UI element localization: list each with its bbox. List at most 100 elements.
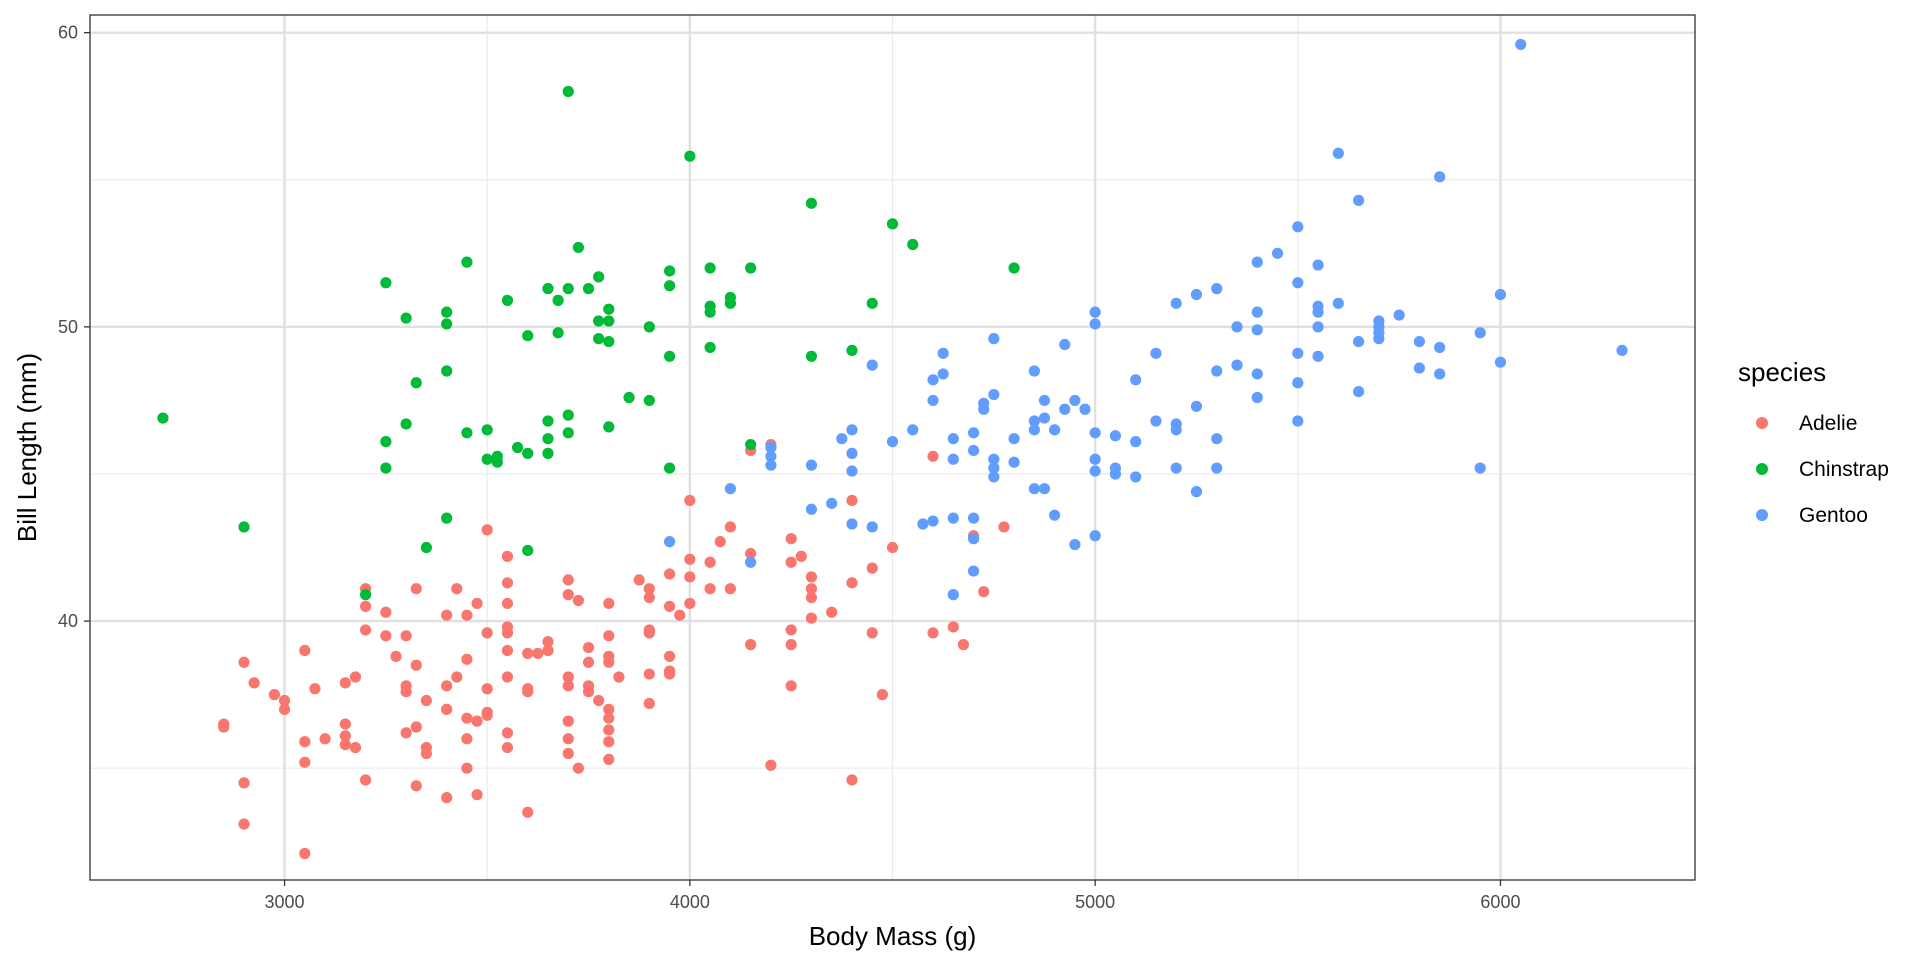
data-point-gentoo bbox=[1089, 427, 1101, 439]
data-point-gentoo bbox=[1130, 374, 1142, 386]
data-point-adelie bbox=[248, 677, 260, 689]
data-point-gentoo bbox=[1231, 321, 1243, 333]
legend-key-chinstrap bbox=[1756, 463, 1768, 475]
data-point-gentoo bbox=[967, 427, 980, 439]
data-point-adelie bbox=[998, 521, 1010, 533]
data-point-gentoo bbox=[907, 424, 919, 436]
data-point-adelie bbox=[572, 594, 584, 607]
data-point-gentoo bbox=[866, 521, 878, 533]
data-point-adelie bbox=[674, 609, 686, 621]
data-point-chinstrap bbox=[380, 462, 392, 474]
data-point-gentoo bbox=[1332, 297, 1344, 309]
data-point-gentoo bbox=[1292, 347, 1304, 359]
data-point-adelie bbox=[400, 630, 412, 642]
data-point-chinstrap bbox=[684, 150, 696, 162]
data-point-adelie bbox=[461, 712, 473, 724]
data-point-adelie bbox=[501, 627, 514, 639]
data-point-chinstrap bbox=[623, 391, 635, 404]
data-point-gentoo bbox=[978, 403, 990, 415]
data-point-chinstrap bbox=[157, 412, 169, 424]
data-point-gentoo bbox=[1352, 194, 1365, 206]
data-point-adelie bbox=[349, 742, 362, 754]
legend-title: species bbox=[1738, 357, 1826, 387]
data-point-adelie bbox=[603, 597, 615, 610]
data-point-gentoo bbox=[1211, 283, 1223, 295]
data-point-chinstrap bbox=[663, 280, 676, 292]
data-point-adelie bbox=[360, 774, 372, 786]
data-point-gentoo bbox=[1312, 350, 1324, 362]
data-point-gentoo bbox=[1312, 321, 1324, 333]
data-point-gentoo bbox=[1150, 415, 1162, 427]
data-point-adelie bbox=[927, 627, 939, 639]
data-point-adelie bbox=[785, 639, 797, 651]
data-point-adelie bbox=[562, 715, 574, 727]
data-point-adelie bbox=[380, 606, 392, 618]
data-point-gentoo bbox=[1038, 483, 1051, 495]
data-point-adelie bbox=[299, 736, 311, 748]
data-point-gentoo bbox=[1292, 221, 1304, 233]
data-point-adelie bbox=[339, 677, 351, 689]
data-point-chinstrap bbox=[410, 377, 422, 389]
data-point-gentoo bbox=[1109, 430, 1122, 442]
data-point-adelie bbox=[957, 639, 970, 651]
data-point-gentoo bbox=[805, 459, 818, 471]
data-point-adelie bbox=[461, 609, 473, 621]
data-point-chinstrap bbox=[886, 218, 899, 230]
data-point-adelie bbox=[319, 733, 331, 745]
data-point-chinstrap bbox=[562, 283, 574, 295]
data-point-gentoo bbox=[1028, 424, 1040, 436]
data-point-adelie bbox=[542, 636, 554, 648]
data-point-adelie bbox=[501, 550, 514, 562]
data-point-adelie bbox=[643, 591, 655, 604]
data-point-adelie bbox=[451, 671, 463, 683]
data-point-gentoo bbox=[947, 453, 959, 465]
data-point-chinstrap bbox=[481, 453, 493, 465]
data-point-adelie bbox=[704, 583, 716, 595]
data-point-adelie bbox=[805, 571, 818, 583]
data-point-adelie bbox=[461, 762, 473, 774]
data-point-adelie bbox=[400, 727, 412, 739]
data-point-adelie bbox=[420, 747, 433, 760]
x-tick-label: 4000 bbox=[670, 892, 710, 912]
data-point-adelie bbox=[299, 644, 311, 657]
data-point-gentoo bbox=[1393, 309, 1405, 321]
data-point-adelie bbox=[360, 600, 372, 612]
data-point-chinstrap bbox=[501, 294, 514, 306]
data-point-gentoo bbox=[1079, 403, 1091, 415]
data-point-chinstrap bbox=[542, 415, 554, 427]
data-point-chinstrap bbox=[745, 262, 757, 274]
data-point-chinstrap bbox=[663, 265, 676, 277]
data-point-adelie bbox=[481, 627, 493, 639]
data-point-adelie bbox=[582, 656, 595, 668]
data-point-chinstrap bbox=[846, 344, 858, 357]
data-point-adelie bbox=[278, 703, 291, 715]
data-point-adelie bbox=[461, 653, 473, 665]
data-point-gentoo bbox=[947, 512, 959, 524]
data-point-gentoo bbox=[1494, 288, 1507, 301]
data-point-adelie bbox=[663, 568, 676, 580]
data-point-adelie bbox=[562, 574, 574, 586]
data-point-chinstrap bbox=[481, 424, 493, 436]
data-point-adelie bbox=[978, 586, 990, 598]
data-point-chinstrap bbox=[572, 241, 584, 254]
data-point-adelie bbox=[522, 686, 534, 698]
data-point-gentoo bbox=[927, 374, 939, 386]
data-point-adelie bbox=[684, 494, 696, 507]
data-point-adelie bbox=[663, 668, 676, 680]
data-point-gentoo bbox=[846, 518, 858, 530]
x-axis-title: Body Mass (g) bbox=[809, 921, 977, 951]
data-point-gentoo bbox=[947, 589, 959, 601]
data-point-gentoo bbox=[1130, 436, 1142, 448]
data-point-gentoo bbox=[967, 533, 980, 545]
data-point-chinstrap bbox=[603, 315, 615, 327]
data-point-chinstrap bbox=[582, 283, 595, 295]
data-point-gentoo bbox=[1038, 412, 1051, 424]
data-point-adelie bbox=[633, 574, 645, 586]
data-point-chinstrap bbox=[907, 238, 919, 251]
data-point-gentoo bbox=[1049, 509, 1061, 521]
data-point-gentoo bbox=[1616, 344, 1628, 357]
data-point-gentoo bbox=[836, 433, 848, 445]
data-point-adelie bbox=[400, 686, 412, 698]
data-point-chinstrap bbox=[724, 297, 736, 309]
